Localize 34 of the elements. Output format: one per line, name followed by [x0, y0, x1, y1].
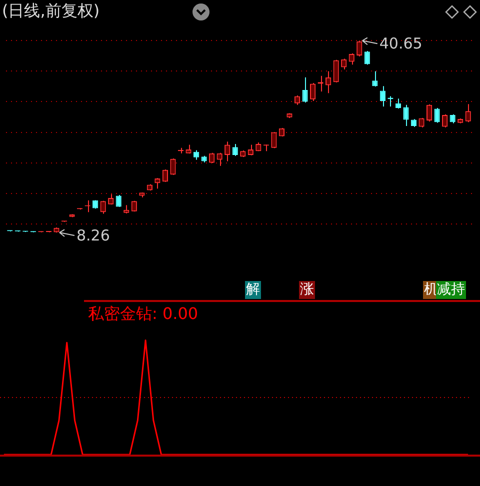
- candlestick: [116, 194, 122, 208]
- candlestick: [302, 76, 308, 104]
- candlestick: [356, 40, 362, 57]
- candlestick: [333, 59, 339, 83]
- candlestick: [170, 158, 176, 176]
- candlestick: [465, 104, 471, 123]
- candlestick: [442, 114, 448, 128]
- candlestick: [224, 141, 230, 162]
- text: 涨: [300, 282, 314, 298]
- candlestick: [154, 178, 160, 190]
- candlestick: [434, 108, 440, 124]
- candlestick: [364, 50, 370, 66]
- candlestick: [380, 86, 386, 107]
- candlestick: [426, 104, 432, 122]
- candlestick: [348, 52, 354, 66]
- candlestick: [100, 200, 106, 214]
- chart-title: 私密金钻: 0.00: [88, 304, 198, 324]
- candlestick: [326, 70, 332, 94]
- candlestick: [248, 144, 254, 156]
- candlestick: [372, 70, 378, 88]
- candlestick: [403, 104, 409, 127]
- annotation: 40.65: [379, 34, 422, 53]
- candlestick: [294, 94, 300, 106]
- candlestick: [193, 150, 200, 160]
- candlestick: [341, 58, 347, 70]
- text: 减持: [437, 282, 465, 298]
- candlestick: [216, 152, 222, 166]
- chart-title: (日线,前复权): [2, 1, 100, 20]
- text: 解: [246, 282, 260, 298]
- annotation: 8.26: [76, 226, 110, 244]
- candlestick: [162, 168, 168, 182]
- candlestick: [271, 132, 277, 149]
- candlestick: [395, 98, 402, 109]
- candlestick: [310, 82, 316, 102]
